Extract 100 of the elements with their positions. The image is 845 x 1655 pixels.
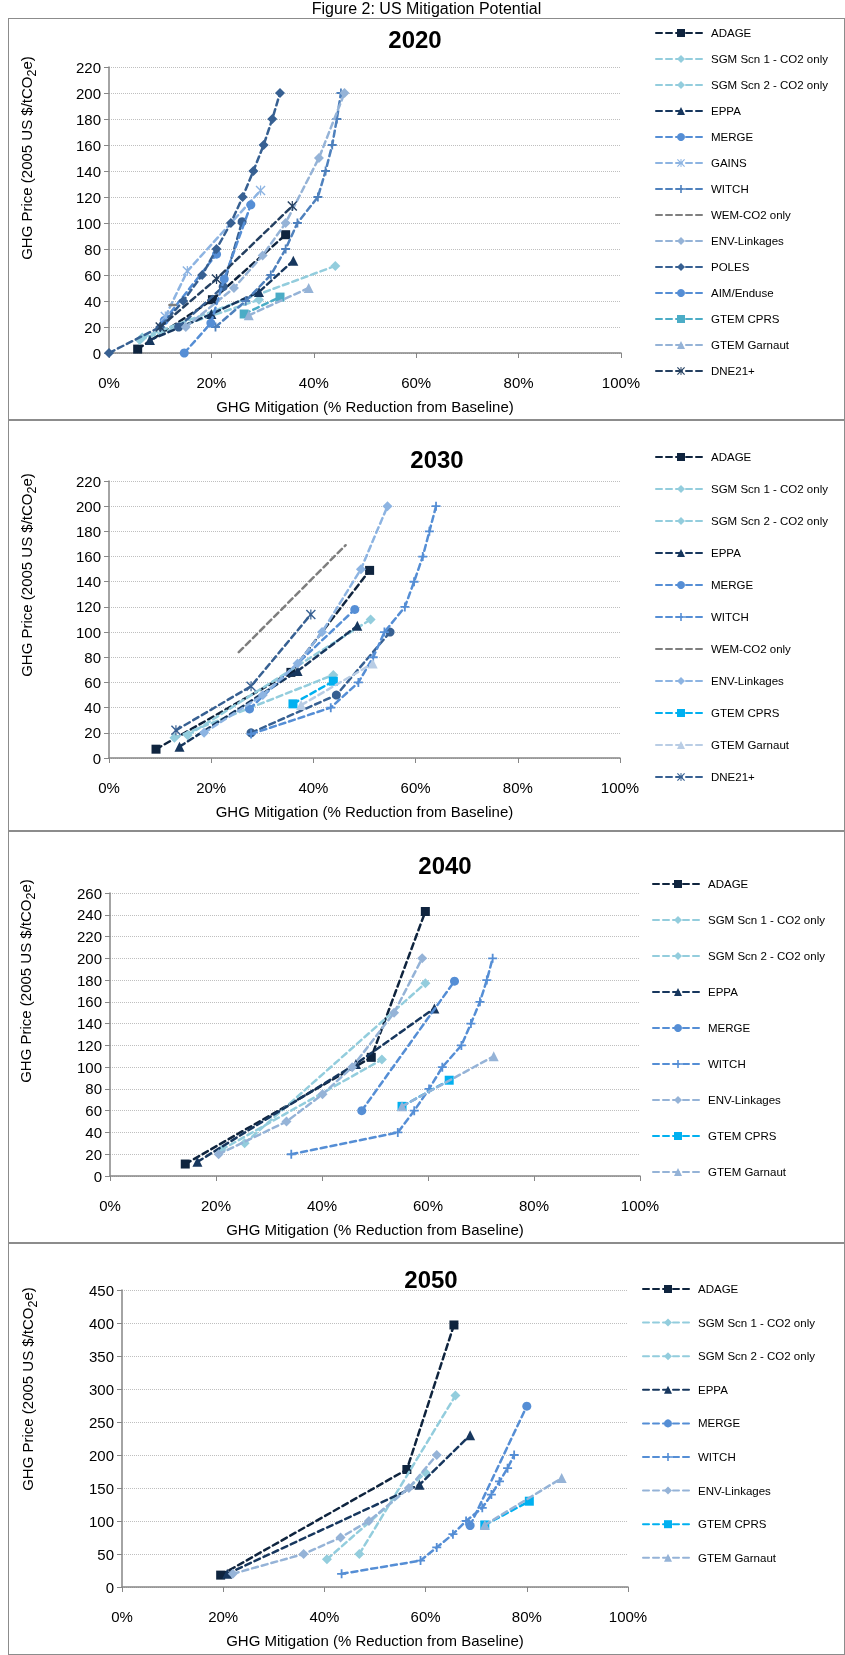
legend-label: GTEM CPRS [711,707,780,719]
legend-label: SGM Scn 2 - CO2 only [711,515,829,527]
y-tick-label: 60 [84,673,101,691]
legend-label: EPPA [711,105,742,117]
x-axis-title: GHG Mitigation (% Reduction from Baseline) [215,803,514,820]
y-tick-label: 260 [76,884,102,902]
y-tick-label: 400 [88,1314,114,1332]
y-tick-label: 100 [76,1058,102,1076]
y-tick-label: 180 [76,971,102,989]
y-tick-label: 80 [84,240,101,258]
x-tick-label: 80% [518,1197,550,1214]
y-tick-label: 100 [75,214,101,232]
legend-label: MERGE [708,1022,751,1034]
legend-label: MERGE [711,131,754,143]
legend-label: GTEM CPRS [708,1130,777,1142]
legend-label: EPPA [711,547,742,559]
x-tick-label: 60% [401,374,432,391]
caption: Figure 2: US Mitigation Potential [310,0,543,18]
y-tick-label: 160 [75,548,101,566]
legend-label: AIM/Enduse [711,287,774,299]
legend-label: MERGE [711,579,754,591]
x-tick-label: 0% [99,1197,121,1214]
legend-label: DNE21+ [711,771,756,783]
y-tick-label: 40 [85,1123,102,1141]
x-axis-title: GHG Mitigation (% Reduction from Baseline) [216,398,514,415]
legend-label: GTEM Garnaut [711,339,790,351]
y-tick-label: 140 [75,573,101,591]
legend-label: SGM Scn 1 - CO2 only [711,483,829,495]
y-tick-label: 250 [88,1413,114,1431]
x-tick-label: 60% [400,779,431,796]
y-tick-label: 240 [76,906,102,924]
y-tick-label: 160 [76,993,102,1011]
legend-label: ENV-Linkages [711,235,785,247]
y-tick-label: 100 [75,623,101,641]
x-tick-label: 100% [608,1608,648,1625]
y-tick-label: 0 [92,344,101,362]
legend-label: EPPA [698,1383,729,1396]
x-tick-label: 80% [511,1608,542,1625]
legend-label: WITCH [711,611,749,623]
legend-label: ADAGE [708,878,749,890]
legend-label: GTEM Garnaut [698,1551,777,1564]
chart-title: 2050 [404,1265,458,1293]
y-tick-label: 180 [75,110,101,128]
legend-label: WITCH [711,183,749,195]
y-tick-label: 60 [85,1102,102,1120]
x-tick-label: 0% [98,779,120,796]
x-tick-label: 0% [111,1608,133,1625]
x-tick-label: 40% [298,779,329,796]
y-tick-label: 450 [88,1281,114,1299]
y-tick-label: 300 [88,1380,114,1398]
y-tick-label: 200 [75,84,101,102]
y-tick-label: 100 [88,1512,114,1530]
x-axis-title: GHG Mitigation (% Reduction from Baseline) [226,1632,524,1649]
legend-label: ADAGE [711,451,752,463]
x-tick-label: 20% [196,779,227,796]
x-tick-label: 80% [503,374,534,391]
x-tick-label: 100% [600,779,640,796]
y-tick-label: 220 [75,58,101,76]
legend-label: WITCH [698,1451,736,1463]
legend-label: GTEM Garnaut [708,1166,787,1178]
x-tick-label: 20% [200,1197,232,1214]
legend-label: ENV-Linkages [708,1094,782,1106]
x-tick-label: 40% [298,374,329,391]
chart-title: 2020 [388,25,442,53]
legend-label: SGM Scn 2 - CO2 only [698,1350,816,1363]
y-tick-label: 80 [84,648,101,666]
y-tick-label: 140 [75,162,101,180]
legend-label: GTEM CPRS [711,313,780,325]
y-tick-label: 120 [75,598,101,616]
x-tick-label: 60% [412,1197,444,1214]
y-tick-label: 150 [88,1479,114,1497]
y-tick-label: 220 [76,928,102,946]
y-tick-label: 160 [75,136,101,154]
x-tick-label: 80% [502,779,533,796]
legend-label: MERGE [698,1417,741,1430]
x-tick-label: 100% [601,374,641,391]
legend-label: SGM Scn 1 - CO2 only [711,53,829,65]
legend-label: SGM Scn 1 - CO2 only [698,1316,816,1329]
y-tick-label: 120 [76,1036,102,1054]
legend-label: SGM Scn 2 - CO2 only [711,79,829,91]
legend-label: ENV-Linkages [698,1484,772,1497]
legend-label: GTEM Garnaut [711,739,790,751]
x-axis-title: GHG Mitigation (% Reduction from Baseline) [226,1221,524,1238]
y-tick-label: 180 [75,522,101,540]
y-tick-label: 200 [76,949,102,967]
y-tick-label: 50 [97,1545,114,1563]
x-tick-label: 0% [98,374,120,391]
legend-label: EPPA [708,986,739,998]
x-tick-label: 40% [306,1197,338,1214]
y-tick-label: 120 [75,188,101,206]
y-tick-label: 20 [85,1145,102,1163]
chart-title: 2040 [418,851,472,879]
x-tick-label: 100% [620,1197,660,1214]
y-tick-label: 140 [76,1015,102,1033]
y-tick-label: 0 [105,1578,114,1596]
y-tick-label: 0 [92,749,101,767]
y-tick-label: 20 [84,724,101,742]
y-tick-label: 40 [84,292,101,310]
x-tick-label: 40% [309,1608,340,1625]
y-tick-label: 200 [88,1446,114,1464]
